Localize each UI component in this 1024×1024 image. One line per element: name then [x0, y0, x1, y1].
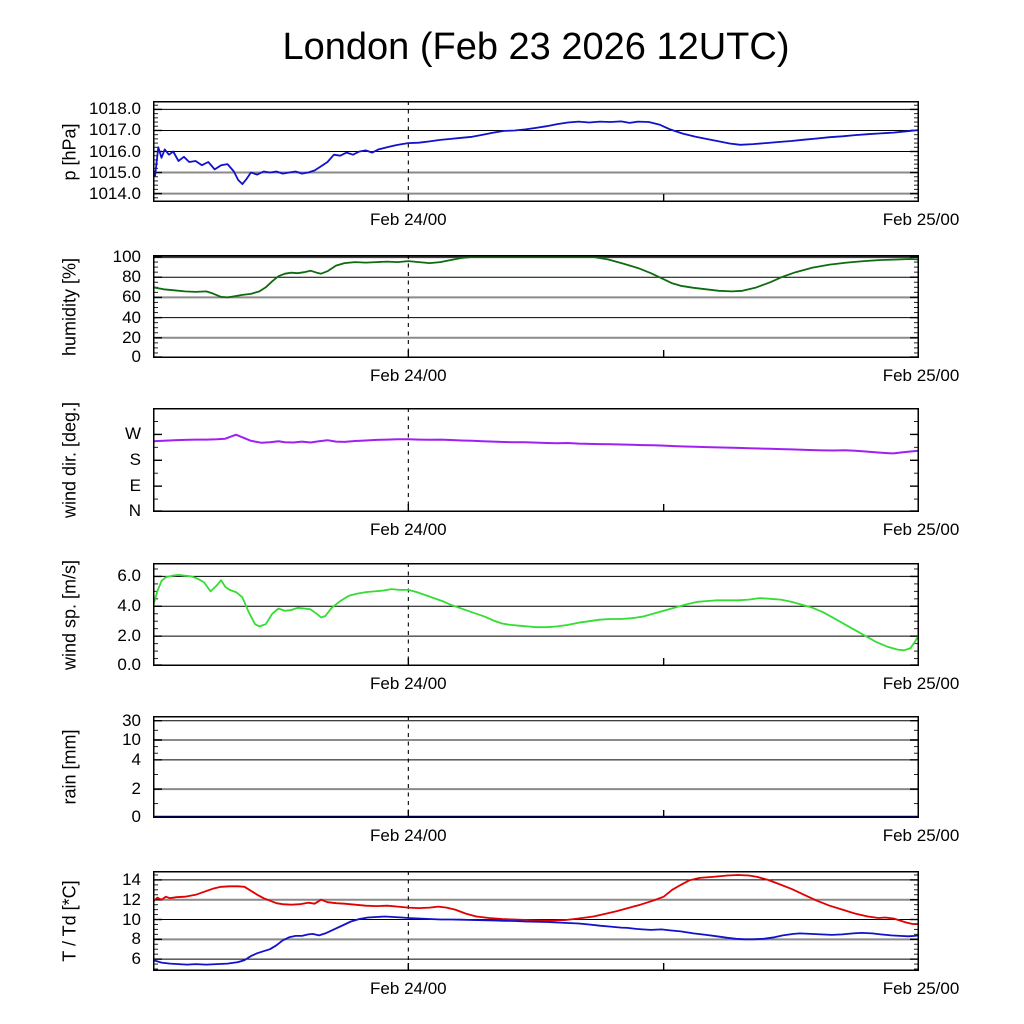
y-tick-label-wind-speed: 2.0: [117, 626, 141, 646]
y-tick-label-humidity: 40: [122, 307, 141, 327]
x-tick-label-rain: Feb 25/00: [882, 826, 960, 845]
y-tick-label-temperature-dewpoint: 10: [122, 909, 141, 929]
y-tick-label-temperature-dewpoint: 6: [131, 949, 141, 969]
y-tick-label-rain: 4: [131, 749, 141, 769]
y-tick-label-humidity: 0: [131, 347, 141, 366]
y-tick-label-pressure: 1018.0: [89, 99, 141, 119]
x-tick-label-temperature-dewpoint: Feb 24/00: [370, 979, 447, 998]
y-tick-label-rain: 30: [122, 710, 141, 730]
y-tick-label-wind-direction: W: [124, 424, 141, 444]
y-tick-label-rain: 10: [122, 729, 141, 749]
y-tick-label-pressure: 1014.0: [89, 183, 141, 203]
temperature-series-line: [153, 874, 919, 925]
y-tick-label-wind-direction: N: [128, 501, 141, 520]
y-tick-label-humidity: 80: [122, 267, 141, 287]
x-tick-label-humidity: Feb 25/00: [882, 366, 960, 385]
y-tick-label-pressure: 1016.0: [89, 141, 141, 161]
y-tick-label-wind-speed: 4.0: [117, 596, 141, 616]
y-axis-title-wind-speed: wind sp. [m/s]: [59, 559, 80, 670]
panel-plot-wind-direction: [153, 408, 919, 512]
plot-border: [153, 101, 919, 202]
y-tick-label-rain: 0: [131, 807, 141, 826]
x-tick-label-humidity: Feb 24/00: [370, 366, 447, 385]
x-tick-label-rain: Feb 24/00: [370, 826, 447, 845]
y-tick-label-pressure: 1015.0: [89, 162, 141, 182]
panel-plot-pressure: [153, 101, 919, 202]
plot-border: [153, 716, 919, 818]
x-tick-label-pressure: Feb 24/00: [370, 210, 447, 229]
dewpoint-series-line: [153, 915, 919, 966]
humidity-series-line: [153, 256, 919, 299]
y-tick-label-pressure: 1017.0: [89, 120, 141, 140]
panel-plot-humidity: [153, 255, 919, 358]
y-tick-label-temperature-dewpoint: 14: [122, 869, 141, 889]
y-tick-label-wind-speed: 6.0: [117, 566, 141, 586]
y-axis-title-wind-direction: wind dir. [deg.]: [59, 401, 80, 519]
y-tick-label-temperature-dewpoint: 8: [131, 929, 141, 949]
y-tick-label-rain: 2: [131, 779, 141, 799]
x-tick-label-pressure: Feb 25/00: [882, 210, 960, 229]
panel-plot-rain: [153, 716, 919, 818]
y-tick-label-humidity: 20: [122, 327, 141, 347]
y-tick-label-temperature-dewpoint: 12: [122, 889, 141, 909]
y-tick-label-wind-direction: S: [129, 450, 141, 470]
x-tick-label-temperature-dewpoint: Feb 25/00: [882, 979, 960, 998]
y-tick-label-wind-direction: E: [129, 476, 141, 496]
y-axis-title-rain: rain [mm]: [59, 729, 80, 805]
wind-speed-series-line: [153, 574, 919, 652]
y-tick-label-humidity: 60: [122, 287, 141, 307]
x-tick-label-wind-speed: Feb 25/00: [882, 674, 960, 693]
x-tick-label-wind-speed: Feb 24/00: [370, 674, 447, 693]
pressure-series-line: [153, 120, 919, 185]
plot-border: [153, 871, 919, 971]
y-axis-title-temperature-dewpoint: T / Td [*C]: [59, 880, 80, 962]
x-tick-label-wind-direction: Feb 25/00: [882, 520, 960, 539]
panel-plot-temperature-dewpoint: [153, 871, 919, 971]
y-tick-label-humidity: 100: [112, 247, 141, 267]
y-axis-title-humidity: humidity [%]: [59, 257, 80, 356]
panel-plot-wind-speed: [153, 563, 919, 666]
plot-border: [153, 563, 919, 666]
x-tick-label-wind-direction: Feb 24/00: [370, 520, 447, 539]
chart-title: London (Feb 23 2026 12UTC): [282, 26, 790, 68]
y-tick-label-wind-speed: 0.0: [117, 655, 141, 674]
plot-border: [153, 255, 919, 358]
wind-direction-series-line: [153, 433, 919, 455]
y-axis-title-pressure: p [hPa]: [59, 122, 80, 181]
plot-border: [153, 408, 919, 512]
